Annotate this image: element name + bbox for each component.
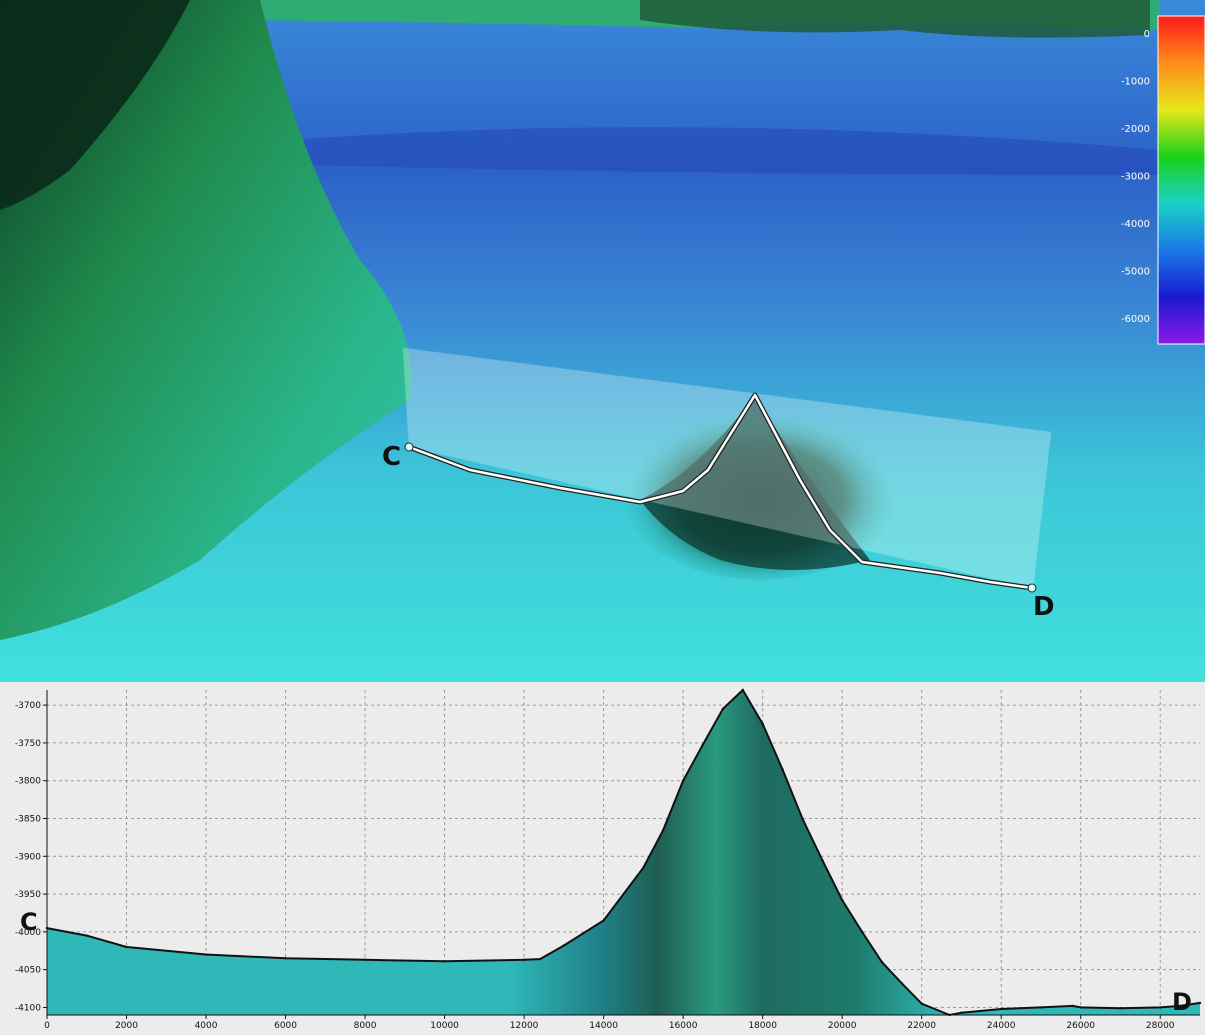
- profile-point: [1159, 1006, 1162, 1009]
- profile-point: [860, 930, 864, 934]
- profile-point: [443, 960, 446, 963]
- x-tick-label: 2000: [115, 1021, 138, 1031]
- profile-point: [960, 1011, 963, 1014]
- y-tick-label: -4050: [15, 966, 41, 976]
- profile-end-label: D: [1172, 988, 1192, 1016]
- profile-svg: -3700 -3750 -3800 -3850 -3900 -3950 -4000 -4050…: [15, 688, 1202, 1031]
- profile-point: [1198, 1001, 1202, 1005]
- profile-line[interactable]: [408, 393, 1033, 590]
- x-tick-label: 6000: [274, 1021, 297, 1031]
- profile-point: [1079, 1006, 1082, 1009]
- profile-point: [701, 743, 705, 746]
- colorbar-tick-label: -6000: [1121, 314, 1150, 325]
- colorbar-tick-label: -1000: [1121, 77, 1150, 88]
- axes: -3700 -3750 -3800 -3850 -3900 -3950 -4000 -4050…: [15, 690, 1200, 1031]
- profile-point: [801, 817, 804, 820]
- elevation-profile-chart: -3700 -3750 -3800 -3850 -3900 -3950 -4000 -4050…: [0, 682, 1205, 1035]
- profile-point: [204, 953, 208, 956]
- continental-slope: [0, 0, 412, 640]
- profile-point: [1071, 1004, 1074, 1008]
- profile-point: [900, 982, 904, 985]
- profile-point: [642, 866, 645, 869]
- profile-point: [840, 898, 844, 902]
- profile-point: [562, 944, 566, 947]
- y-tick-label: -3750: [15, 739, 41, 749]
- x-tick-label: 10000: [430, 1021, 459, 1031]
- x-tick-label: 14000: [589, 1021, 618, 1031]
- profile-point: [880, 960, 884, 964]
- x-tick-label: 18000: [748, 1021, 777, 1031]
- slope-shadow: [0, 0, 190, 210]
- x-tick-label: 0: [44, 1021, 50, 1031]
- profile-point: [522, 958, 526, 962]
- end-point-label: D: [1033, 592, 1055, 622]
- colorbar-gradient: [1157, 15, 1205, 345]
- colorbar-tick-label: 0: [1144, 29, 1150, 40]
- depth-colorbar: 0 -1000 -2000 -3000 -4000 -5000 -6000: [1121, 15, 1205, 345]
- colorbar-tick-label: -3000: [1121, 172, 1150, 183]
- profile-point: [662, 828, 665, 832]
- colorbar-ticks: 0 -1000 -2000 -3000 -4000 -5000 -6000: [1121, 29, 1150, 325]
- colorbar-tick-label: -4000: [1121, 219, 1150, 230]
- profile-point: [1000, 1007, 1003, 1011]
- profile-point: [920, 1002, 923, 1005]
- profile-start-label: C: [20, 908, 38, 936]
- deep-basin: [290, 127, 1160, 175]
- terrain-3d-svg: C D 0 -1000 -2000 -3000 -4000 -5000 -6000: [0, 0, 1205, 682]
- y-tick-label: -4000: [15, 928, 41, 938]
- profile-point: [741, 688, 744, 692]
- profile-point: [538, 957, 542, 961]
- y-tick-label: -3850: [15, 814, 41, 824]
- profile-point: [1178, 1004, 1182, 1008]
- profile-point: [85, 934, 88, 937]
- profile-point: [761, 722, 764, 726]
- profile-outline: [46, 688, 1201, 1017]
- y-tick-label: -3950: [15, 890, 41, 900]
- profile-point: [821, 858, 824, 862]
- colorbar-tick-label: -5000: [1121, 267, 1150, 278]
- profile-point: [1119, 1006, 1122, 1010]
- start-point-handle[interactable]: [404, 442, 414, 452]
- profile-point: [125, 945, 128, 949]
- x-tick-label: 22000: [907, 1021, 936, 1031]
- profile-point: [284, 957, 287, 960]
- profile-point: [1039, 1006, 1043, 1009]
- end-point-handle[interactable]: [1027, 583, 1037, 593]
- profile-point: [681, 779, 685, 782]
- profile-point: [45, 926, 49, 930]
- x-tick-label: 26000: [1066, 1021, 1095, 1031]
- y-tick-label: -4100: [15, 1003, 41, 1013]
- profile-area: [47, 690, 1200, 1015]
- x-tick-label: 16000: [669, 1021, 698, 1031]
- x-tick-label: 8000: [354, 1021, 377, 1031]
- y-tick-label: -3900: [15, 852, 41, 862]
- seamount: [640, 395, 870, 570]
- far-ridge-dark: [640, 0, 1150, 38]
- terrain-3d-view[interactable]: C D 0 -1000 -2000 -3000 -4000 -5000 -6000: [0, 0, 1205, 682]
- x-tick-label: 4000: [195, 1021, 218, 1031]
- x-tick-label: 24000: [987, 1021, 1016, 1031]
- profile-point: [721, 707, 725, 711]
- profile-point: [948, 1013, 951, 1017]
- profile-point: [781, 768, 784, 771]
- x-tick-label: 28000: [1146, 1021, 1175, 1031]
- profile-point: [602, 919, 605, 922]
- x-tick-label: 20000: [828, 1021, 857, 1031]
- colorbar-tick-label: -2000: [1121, 124, 1150, 135]
- profile-point: [363, 958, 367, 962]
- x-tick-label: 12000: [510, 1021, 539, 1031]
- y-tick-label: -3800: [15, 777, 41, 787]
- y-tick-label: -3700: [15, 701, 41, 711]
- profile-points: [45, 688, 1202, 1017]
- start-point-label: C: [382, 442, 401, 472]
